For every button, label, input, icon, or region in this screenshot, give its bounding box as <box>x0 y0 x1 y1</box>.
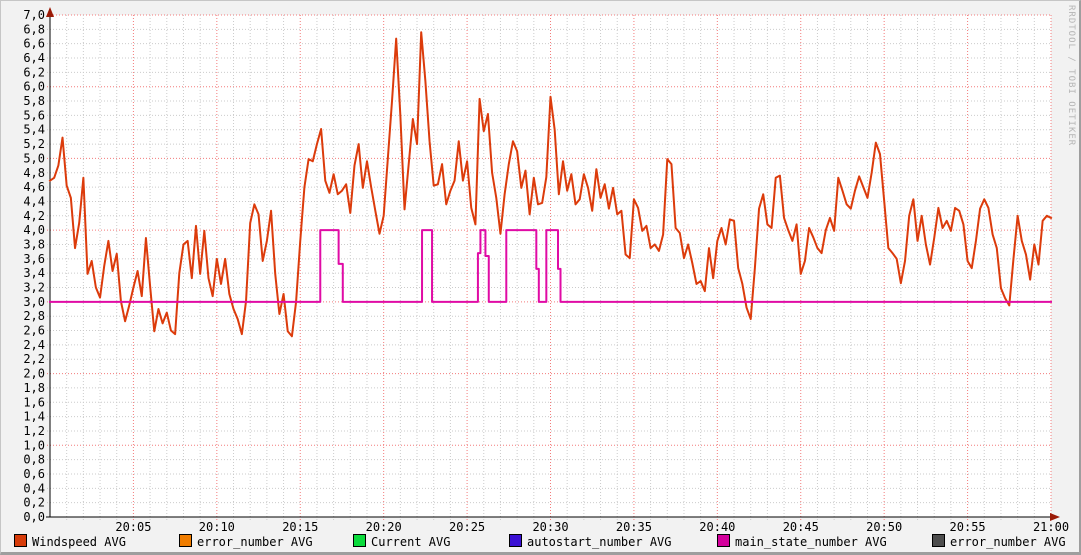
x-tick-label: 20:40 <box>699 520 735 534</box>
y-tick-label: 1,0 <box>23 438 45 452</box>
y-tick-label: 6,6 <box>23 37 45 51</box>
x-tick-label: 20:20 <box>366 520 402 534</box>
legend-item: error_number AVG <box>179 534 313 549</box>
legend-item: Windspeed AVG <box>14 534 126 549</box>
series-main-state-number-avg <box>49 229 1052 303</box>
legend-swatch-icon <box>179 534 192 547</box>
y-tick-label: 4,4 <box>23 194 45 208</box>
y-tick-label: 2,4 <box>23 338 45 352</box>
legend: Windspeed AVG error_number AVG Current AVG… <box>1 534 1079 550</box>
legend-swatch-icon <box>353 534 366 547</box>
x-tick-label: 20:05 <box>115 520 151 534</box>
legend-swatch-icon <box>14 534 27 547</box>
y-tick-label: 5,2 <box>23 137 45 151</box>
y-tick-label: 5,0 <box>23 151 45 165</box>
legend-swatch-icon <box>717 534 730 547</box>
legend-swatch-icon <box>509 534 522 547</box>
legend-item: error_number AVG <box>932 534 1066 549</box>
y-tick-label: 6,0 <box>23 80 45 94</box>
y-tick-label: 1,4 <box>23 410 45 424</box>
legend-item: main_state_number AVG <box>717 534 887 549</box>
y-tick-label: 3,2 <box>23 281 45 295</box>
y-tick-label: 0,8 <box>23 453 45 467</box>
y-tick-label: 4,8 <box>23 166 45 180</box>
legend-item: Current AVG <box>353 534 451 549</box>
y-tick-label: 0,0 <box>23 510 45 524</box>
y-tick-label: 3,4 <box>23 266 45 280</box>
y-tick-label: 0,4 <box>23 481 45 495</box>
y-tick-label: 5,8 <box>23 94 45 108</box>
gridlines <box>47 14 1052 520</box>
y-tick-label: 2,0 <box>23 367 45 381</box>
y-tick-label: 6,8 <box>23 22 45 36</box>
y-tick-label: 2,8 <box>23 309 45 323</box>
legend-label: error_number AVG <box>950 535 1066 549</box>
watermark-rrdtool-credit: RRDTOOL / TOBI OETIKER <box>1066 5 1076 147</box>
legend-label: main_state_number AVG <box>735 535 887 549</box>
legend-item: autostart_number AVG <box>509 534 672 549</box>
x-tick-label: 20:45 <box>783 520 819 534</box>
y-tick-label: 3,0 <box>23 295 45 309</box>
legend-label: autostart_number AVG <box>527 535 672 549</box>
x-tick-label: 20:55 <box>950 520 986 534</box>
y-tick-label: 2,6 <box>23 324 45 338</box>
series-windspeed-avg <box>48 31 1053 338</box>
y-tick-label: 4,2 <box>23 209 45 223</box>
x-tick-label: 20:25 <box>449 520 485 534</box>
y-tick-label: 6,4 <box>23 51 45 65</box>
x-tick-label: 20:10 <box>199 520 235 534</box>
x-tick-label: 21:00 <box>1033 520 1069 534</box>
x-tick-label: 20:50 <box>866 520 902 534</box>
y-tick-label: 7,0 <box>23 8 45 22</box>
y-tick-label: 1,2 <box>23 424 45 438</box>
x-axis-arrow-icon <box>1050 513 1060 521</box>
x-tick-label: 20:30 <box>532 520 568 534</box>
y-tick-label: 5,4 <box>23 123 45 137</box>
legend-label: error_number AVG <box>197 535 313 549</box>
y-tick-label: 3,6 <box>23 252 45 266</box>
y-tick-label: 3,8 <box>23 237 45 251</box>
x-tick-label: 20:15 <box>282 520 318 534</box>
y-tick-label: 6,2 <box>23 65 45 79</box>
legend-label: Windspeed AVG <box>32 535 126 549</box>
y-axis-arrow-icon <box>46 7 54 17</box>
x-tick-label: 20:35 <box>616 520 652 534</box>
y-tick-label: 0,2 <box>23 496 45 510</box>
y-tick-label: 1,6 <box>23 395 45 409</box>
y-tick-label: 4,0 <box>23 223 45 237</box>
y-tick-label: 1,8 <box>23 381 45 395</box>
y-tick-label: 5,6 <box>23 108 45 122</box>
legend-label: Current AVG <box>371 535 451 549</box>
y-tick-label: 4,6 <box>23 180 45 194</box>
y-tick-labels: 0,00,20,40,60,81,01,21,41,61,82,02,22,42… <box>23 8 45 524</box>
x-tick-labels: 20:05 20:10 20:15 20:20 20:25 20:30 20:35 20:40… <box>115 520 1069 534</box>
y-tick-label: 0,6 <box>23 467 45 481</box>
legend-swatch-icon <box>932 534 945 547</box>
y-tick-label: 2,2 <box>23 352 45 366</box>
